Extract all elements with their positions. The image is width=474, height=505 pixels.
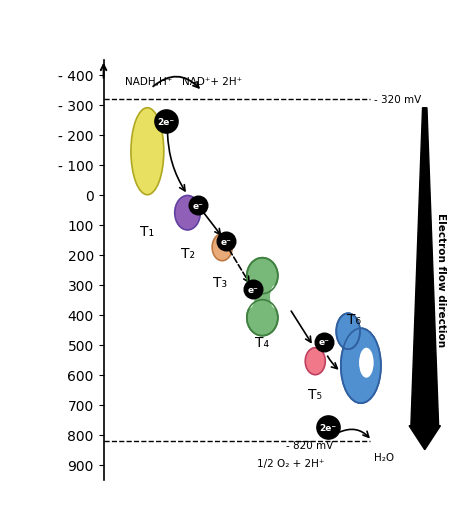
Ellipse shape bbox=[243, 285, 255, 309]
Ellipse shape bbox=[247, 300, 278, 336]
Text: H₂O: H₂O bbox=[374, 452, 394, 462]
Text: T₄: T₄ bbox=[255, 335, 269, 349]
Point bbox=[320, 338, 328, 346]
Point bbox=[324, 423, 332, 431]
Text: e⁻: e⁻ bbox=[193, 201, 204, 210]
Text: - 320 mV: - 320 mV bbox=[374, 94, 421, 105]
Text: T₅: T₅ bbox=[308, 387, 322, 401]
Text: T₂: T₂ bbox=[181, 247, 194, 261]
Text: Electron flow direction: Electron flow direction bbox=[436, 212, 446, 346]
Text: 2e⁻: 2e⁻ bbox=[319, 423, 337, 432]
Text: NADH,H⁺: NADH,H⁺ bbox=[126, 77, 173, 86]
Ellipse shape bbox=[212, 234, 232, 261]
Ellipse shape bbox=[253, 282, 272, 312]
Text: 2e⁻: 2e⁻ bbox=[157, 118, 174, 126]
Point bbox=[249, 286, 257, 294]
Text: e⁻: e⁻ bbox=[248, 285, 259, 294]
Text: - 820 mV: - 820 mV bbox=[286, 440, 333, 450]
Ellipse shape bbox=[270, 285, 282, 309]
Polygon shape bbox=[409, 109, 440, 450]
Text: T₁: T₁ bbox=[140, 224, 155, 238]
Text: T₃: T₃ bbox=[213, 275, 228, 289]
Ellipse shape bbox=[336, 314, 360, 349]
Ellipse shape bbox=[341, 329, 381, 403]
Text: e⁻: e⁻ bbox=[319, 337, 330, 346]
Text: NAD⁺+ 2H⁺: NAD⁺+ 2H⁺ bbox=[182, 77, 242, 86]
Ellipse shape bbox=[247, 258, 278, 294]
Ellipse shape bbox=[131, 109, 164, 195]
Point bbox=[195, 202, 202, 210]
Text: 1/2 O₂ + 2H⁺: 1/2 O₂ + 2H⁺ bbox=[257, 459, 324, 468]
Ellipse shape bbox=[359, 348, 374, 378]
Text: T₆: T₆ bbox=[346, 313, 361, 327]
Ellipse shape bbox=[305, 348, 325, 375]
Text: e⁻: e⁻ bbox=[220, 237, 231, 246]
Point bbox=[162, 118, 169, 126]
Point bbox=[222, 238, 229, 246]
Ellipse shape bbox=[175, 196, 201, 230]
